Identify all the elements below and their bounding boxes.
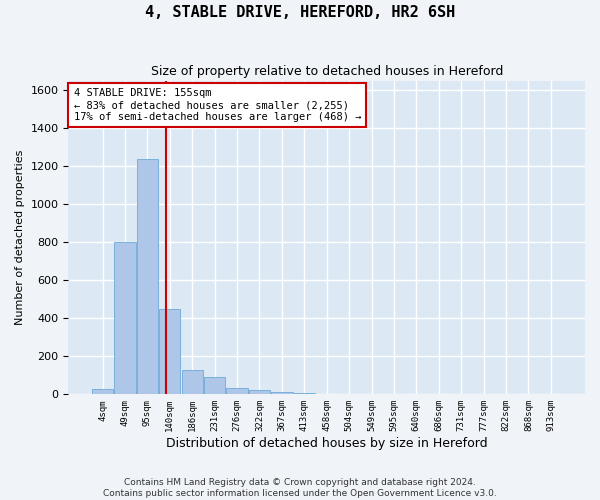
Bar (249, 390, 270, 394)
Text: 4 STABLE DRIVE: 155sqm
← 83% of detached houses are smaller (2,255)
17% of semi-: 4 STABLE DRIVE: 155sqm ← 83% of detached… (74, 88, 361, 122)
Bar (271, 392, 293, 394)
Bar (115, 242, 136, 394)
Text: Contains HM Land Registry data © Crown copyright and database right 2024.
Contai: Contains HM Land Registry data © Crown c… (103, 478, 497, 498)
Bar (204, 377, 225, 394)
Y-axis label: Number of detached properties: Number of detached properties (15, 150, 25, 325)
Bar (182, 370, 203, 394)
Bar (92, 388, 113, 394)
Bar (159, 309, 181, 394)
Bar (137, 158, 158, 394)
X-axis label: Distribution of detached houses by size in Hereford: Distribution of detached houses by size … (166, 437, 488, 450)
Text: 4, STABLE DRIVE, HEREFORD, HR2 6SH: 4, STABLE DRIVE, HEREFORD, HR2 6SH (145, 5, 455, 20)
Title: Size of property relative to detached houses in Hereford: Size of property relative to detached ho… (151, 65, 503, 78)
Bar (226, 388, 248, 394)
